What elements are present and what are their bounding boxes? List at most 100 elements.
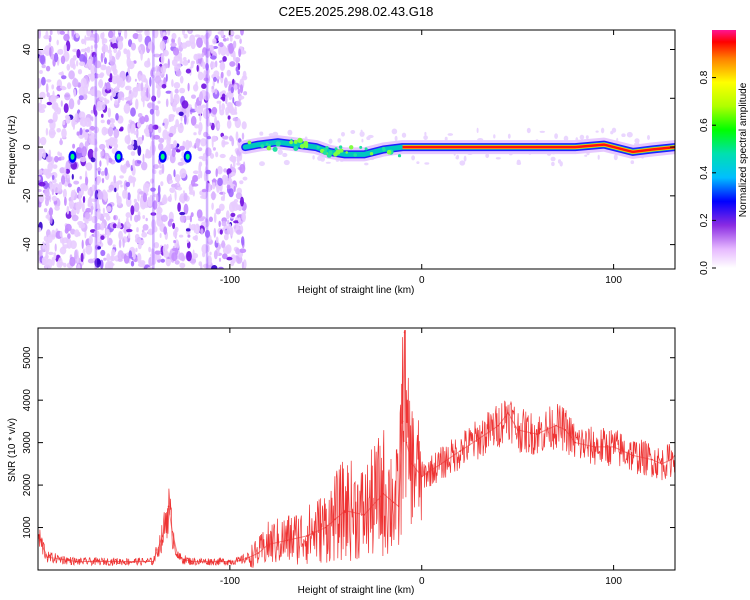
noise-speck [85,176,89,186]
noise-speck [169,193,172,203]
noise-speck [38,188,42,193]
noise-speck [75,201,82,210]
noise-speck [229,201,235,213]
noise-speck [59,246,67,255]
noise-speck [118,238,122,249]
noise-speck [79,127,83,136]
colorbar-gradient [712,30,736,268]
noise-speck [100,52,104,63]
noise-speck [80,183,88,190]
noise-speck [136,214,141,221]
noise-speck [177,186,183,191]
noise-speck [136,253,142,264]
noise-speck [192,249,195,257]
snr-point [593,446,596,448]
trace-speck [287,129,293,136]
noise-speck [230,108,237,116]
noise-speck [101,177,105,184]
noise-speck [38,193,45,203]
colorbar-tick-label: 0.0 [699,261,710,275]
noise-speck [38,169,43,175]
trace-speck [283,159,290,166]
noise-speck [100,150,105,157]
colorbar-tick-label: 0.4 [699,165,710,179]
noise-speck [205,147,212,157]
noise-speck [194,223,201,235]
noise-speck [136,160,142,164]
noise-speck [144,114,149,123]
noise-speck [173,82,181,89]
noise-speck [56,128,61,133]
noise-speck [81,239,84,249]
noise-speck [215,168,218,178]
noise-speck [196,105,204,115]
trace-speck [411,155,415,161]
noise-speck [206,69,210,78]
noise-speck [202,61,206,70]
noise-speck [116,35,124,42]
colorbar-tick-label: 0.8 [699,70,710,84]
noise-speck [39,70,43,74]
noise-speck [153,134,161,140]
trace-speck [507,133,511,139]
noise-speck [127,192,131,201]
noise-speck [124,224,127,235]
noise-speck [194,124,200,129]
noise-speck [181,42,188,49]
noise-speck [79,156,87,163]
noise-speck [63,103,69,114]
noise-speck [99,96,105,102]
snr-point [497,424,500,427]
noise-speck [134,78,137,82]
noise-speck [46,79,52,83]
noise-speck [223,77,228,89]
noise-speck [236,70,240,76]
noise-speck [51,195,58,202]
noise-speck [210,55,217,60]
noise-speck [219,153,226,159]
noise-speck [200,263,203,269]
noise-speck [176,69,182,77]
noise-speck [193,84,199,92]
noise-speck [90,198,98,202]
noise-speck [150,187,156,192]
noise-speck [79,54,86,63]
noise-speck [72,143,76,149]
noise-speck [179,145,186,151]
noise-speck [89,89,96,96]
noise-speck [45,127,49,136]
noise-speck [174,94,178,99]
noise-speck [241,213,246,221]
noise-speck [117,258,123,262]
noise-speck [127,144,135,150]
snr-axes: -100 0 100 1000 2000 3000 4000 5000 [22,328,675,587]
noise-speck [211,179,217,183]
signal-speck [325,146,329,150]
spectrogram-panel: -100 0 100 -40 -20 0 20 40 Height of straight l… [7,29,676,296]
noise-speck [206,255,212,266]
noise-speck [105,65,112,76]
signal-speck [260,144,265,149]
noise-speck [52,183,60,194]
noise-speck [38,181,46,187]
noise-speck [235,100,242,107]
noise-speck [187,234,191,238]
noise-speck [230,154,234,162]
noise-speck [221,135,229,140]
trace-speck [424,131,427,136]
noise-speck [230,171,236,177]
noise-speck [199,170,203,179]
noise-speck [77,263,81,269]
noise-speck [117,40,124,50]
noise-speck [113,175,117,184]
noise-speck [158,169,163,175]
trace-speck [611,127,617,133]
noise-speck [41,76,46,86]
noise-speck [125,212,131,218]
noise-speck [154,254,162,260]
snr-point [325,526,327,529]
noise-speck [140,82,144,92]
noise-speck [67,183,72,188]
noise-speck [173,140,178,148]
noise-speck [151,145,155,156]
